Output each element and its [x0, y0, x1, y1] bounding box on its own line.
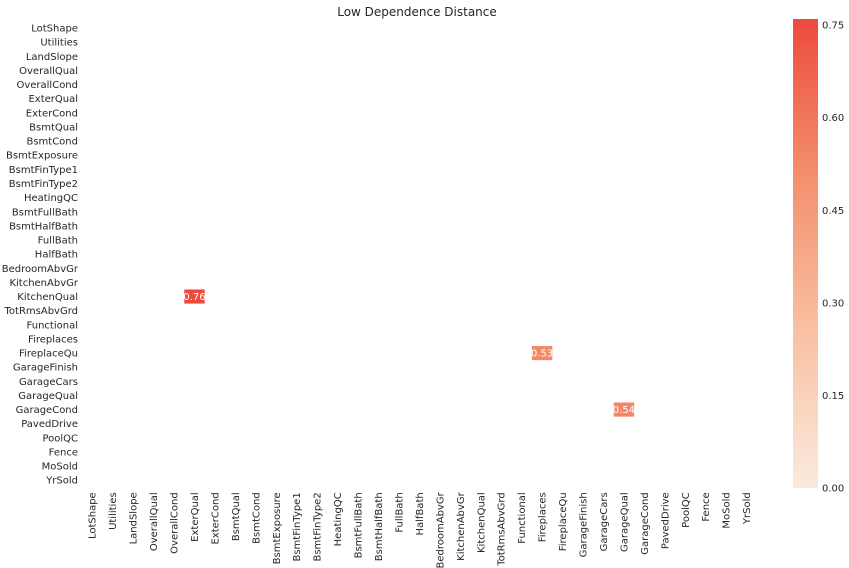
- colorbar-tick-label: 0.60: [822, 113, 844, 124]
- cell-label-kitchenqual-exterqual: 0.76: [183, 292, 205, 303]
- row-label-bsmtfintype1: BsmtFinType1: [9, 165, 78, 176]
- cell-garagecond-garagequal: [613, 402, 635, 417]
- column-label-bsmtfintype2: BsmtFinType2: [313, 492, 324, 561]
- row-label-yrsold: YrSold: [45, 476, 78, 487]
- row-label-garagecond: GarageCond: [16, 405, 78, 416]
- row-label-overallqual: OverallQual: [19, 66, 78, 77]
- row-labels: LotShape Utilities LandSlope OverallQual Ove…: [2, 24, 79, 487]
- row-label-utilities: Utilities: [40, 38, 78, 49]
- row-label-exterqual: ExterQual: [28, 94, 78, 105]
- column-label-lotshape: LotShape: [88, 492, 99, 539]
- column-label-overallcond: OverallCond: [170, 492, 181, 554]
- row-label-bsmtfintype2: BsmtFinType2: [9, 179, 78, 190]
- column-label-mosold: MoSold: [722, 492, 733, 528]
- row-label-heatingqc: HeatingQC: [24, 193, 78, 204]
- cell-label-fireplacequ-fireplaces: 0.53: [531, 349, 553, 360]
- row-label-bedroomabvgr: BedroomAbvGr: [2, 264, 79, 275]
- column-label-kitchenabvgr: KitchenAbvGr: [456, 491, 467, 560]
- row-label-overallcond: OverallCond: [16, 80, 78, 91]
- colorbar-tick-label: 0.45: [822, 206, 844, 217]
- row-label-halfbath: HalfBath: [35, 250, 78, 261]
- row-label-extercond: ExterCond: [26, 108, 78, 119]
- row-label-poolqc: PoolQC: [42, 433, 78, 444]
- row-label-garagefinish: GarageFinish: [13, 363, 78, 374]
- row-label-functional: Functional: [27, 320, 78, 331]
- column-label-heatingqc: HeatingQC: [333, 492, 344, 546]
- column-label-totrmsabvgrd: TotRmsAbvGrd: [497, 492, 508, 567]
- row-label-bsmthalfbath: BsmtHalfBath: [9, 221, 78, 232]
- colorbar-tick-label: 0.00: [822, 484, 844, 495]
- column-label-bsmthalfbath: BsmtHalfBath: [374, 492, 385, 561]
- chart-title: Low Dependence Distance: [337, 5, 497, 19]
- column-label-paveddrive: PavedDrive: [660, 492, 671, 549]
- row-label-kitchenabvgr: KitchenAbvGr: [9, 278, 78, 289]
- column-label-fullbath: FullBath: [394, 492, 405, 532]
- column-label-garagecond: GarageCond: [640, 492, 651, 554]
- cell-fireplacequ-fireplaces: [531, 345, 553, 361]
- column-label-poolqc: PoolQC: [681, 492, 692, 528]
- row-label-lotshape: LotShape: [31, 24, 78, 35]
- column-label-garagecars: GarageCars: [599, 492, 610, 551]
- row-label-landslope: LandSlope: [26, 52, 78, 63]
- column-label-landslope: LandSlope: [129, 492, 140, 544]
- column-label-bedroomabvgr: BedroomAbvGr: [435, 491, 446, 568]
- column-label-overallqual: OverallQual: [149, 492, 160, 551]
- row-label-fullbath: FullBath: [38, 236, 78, 247]
- row-label-bsmtfullbath: BsmtFullBath: [12, 207, 78, 218]
- column-labels: LotShape Utilities LandSlope OverallQual Ove…: [88, 491, 753, 568]
- row-label-bsmtcond: BsmtCond: [26, 137, 78, 148]
- colorbar-tick-label: 0.75: [822, 21, 844, 32]
- column-label-garagefinish: GarageFinish: [579, 492, 590, 557]
- column-label-functional: Functional: [517, 492, 528, 543]
- row-label-bsmtexposure: BsmtExposure: [6, 151, 78, 162]
- column-label-exterqual: ExterQual: [190, 492, 201, 542]
- heatmap-cells: 0.76 0.53 0.54: [183, 289, 635, 417]
- column-label-bsmtqual: BsmtQual: [231, 492, 242, 541]
- cell-kitchenqual-exterqual: [184, 289, 205, 304]
- cell-label-garagecond-garagequal: 0.54: [613, 405, 635, 416]
- row-label-mosold: MoSold: [42, 462, 78, 473]
- column-label-extercond: ExterCond: [210, 492, 221, 544]
- column-label-garagequal: GarageQual: [619, 492, 630, 552]
- row-label-fireplacequ: FireplaceQu: [19, 349, 78, 360]
- column-label-halfbath: HalfBath: [415, 492, 426, 535]
- row-label-fence: Fence: [49, 447, 78, 458]
- column-label-bsmtexposure: BsmtExposure: [272, 492, 283, 564]
- column-label-fireplaces: Fireplaces: [538, 492, 549, 542]
- column-label-yrsold: YrSold: [742, 492, 753, 525]
- colorbar: [793, 19, 818, 488]
- column-label-fence: Fence: [701, 492, 712, 521]
- column-label-bsmtfintype1: BsmtFinType1: [292, 492, 303, 561]
- row-label-garagecars: GarageCars: [19, 377, 78, 388]
- row-label-bsmtqual: BsmtQual: [29, 122, 78, 133]
- row-label-totrmsabvgrd: TotRmsAbvGrd: [4, 306, 79, 317]
- column-label-kitchenqual: KitchenQual: [476, 492, 487, 553]
- column-label-fireplacequ: FireplaceQu: [558, 492, 569, 551]
- row-label-kitchenqual: KitchenQual: [17, 292, 78, 303]
- row-label-fireplaces: Fireplaces: [28, 334, 78, 345]
- row-label-garagequal: GarageQual: [18, 391, 78, 402]
- column-label-bsmtcond: BsmtCond: [251, 492, 262, 544]
- colorbar-tick-label: 0.15: [822, 391, 844, 402]
- column-label-bsmtfullbath: BsmtFullBath: [354, 492, 365, 558]
- column-label-utilities: Utilities: [108, 492, 119, 530]
- row-label-paveddrive: PavedDrive: [21, 419, 78, 430]
- colorbar-ticks: 0.00 0.15 0.30 0.45 0.60 0.75: [822, 21, 844, 495]
- colorbar-tick-label: 0.30: [822, 298, 844, 309]
